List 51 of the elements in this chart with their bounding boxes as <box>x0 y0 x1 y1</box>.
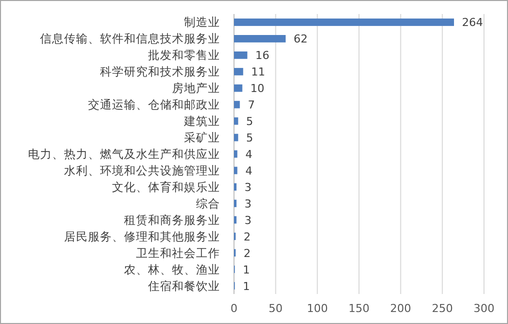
bar <box>234 51 248 59</box>
y-tick-label: 制造业 <box>184 15 220 30</box>
y-tick-label: 科学研究和技术服务业 <box>100 64 220 79</box>
data-label: 1 <box>242 263 250 276</box>
bar <box>234 100 240 108</box>
data-label: 4 <box>245 164 252 178</box>
x-tick-label: 200 <box>390 302 412 315</box>
data-label: 2 <box>244 230 251 244</box>
x-tick-label: 100 <box>306 302 328 315</box>
data-label: 7 <box>248 98 255 112</box>
data-label: 1 <box>242 280 250 293</box>
data-label: 2 <box>244 246 251 260</box>
data-label: 10 <box>250 82 264 96</box>
data-label: 16 <box>255 49 270 62</box>
y-tick-label: 农、林、牧、渔业 <box>124 262 220 276</box>
y-tick-label: 卫生和社会工作 <box>136 246 220 260</box>
y-tick-label: 住宿和餐饮业 <box>147 278 220 293</box>
data-label: 62 <box>294 32 308 46</box>
x-tick-label: 300 <box>474 302 494 315</box>
data-label: 4 <box>245 148 252 161</box>
bar <box>234 35 286 42</box>
y-tick-label: 信息传输、软件和信息技术服务业 <box>40 32 220 46</box>
y-tick-label: 电力、热力、燃气及水生产和供应业 <box>28 147 220 161</box>
x-tick-label: 50 <box>268 302 283 315</box>
data-label: 3 <box>244 214 252 227</box>
data-label: 264 <box>462 16 483 30</box>
y-tick-label: 批发和零售业 <box>148 48 220 62</box>
bar <box>234 134 238 142</box>
y-tick-label: 文化、体育和娱乐业 <box>112 180 220 194</box>
data-label: 11 <box>251 66 266 79</box>
data-label: 5 <box>246 115 254 128</box>
x-tick-label: 250 <box>432 302 453 315</box>
y-tick-label: 交通运输、仓储和邮政业 <box>88 98 220 112</box>
bar <box>234 150 238 158</box>
x-tick-label: 0 <box>230 302 238 315</box>
y-tick-label: 采矿业 <box>184 130 220 145</box>
y-tick-label: 租赁和商务服务业 <box>124 212 220 227</box>
y-tick-label: 房地产业 <box>172 81 220 96</box>
data-label: 5 <box>246 132 254 145</box>
y-tick-label: 建筑业 <box>183 114 220 128</box>
data-label: 3 <box>244 180 252 194</box>
data-label: 3 <box>244 197 252 210</box>
bar <box>234 166 238 174</box>
bar <box>234 117 238 125</box>
bar <box>234 84 242 92</box>
bar <box>234 68 244 76</box>
y-tick-label: 居民服务、修理和其他服务业 <box>64 229 220 244</box>
y-tick-label: 水利、环境和公共设施管理业 <box>64 163 220 178</box>
x-tick-label: 150 <box>348 302 370 315</box>
y-tick-label: 综合 <box>196 196 220 210</box>
bar <box>234 18 454 26</box>
